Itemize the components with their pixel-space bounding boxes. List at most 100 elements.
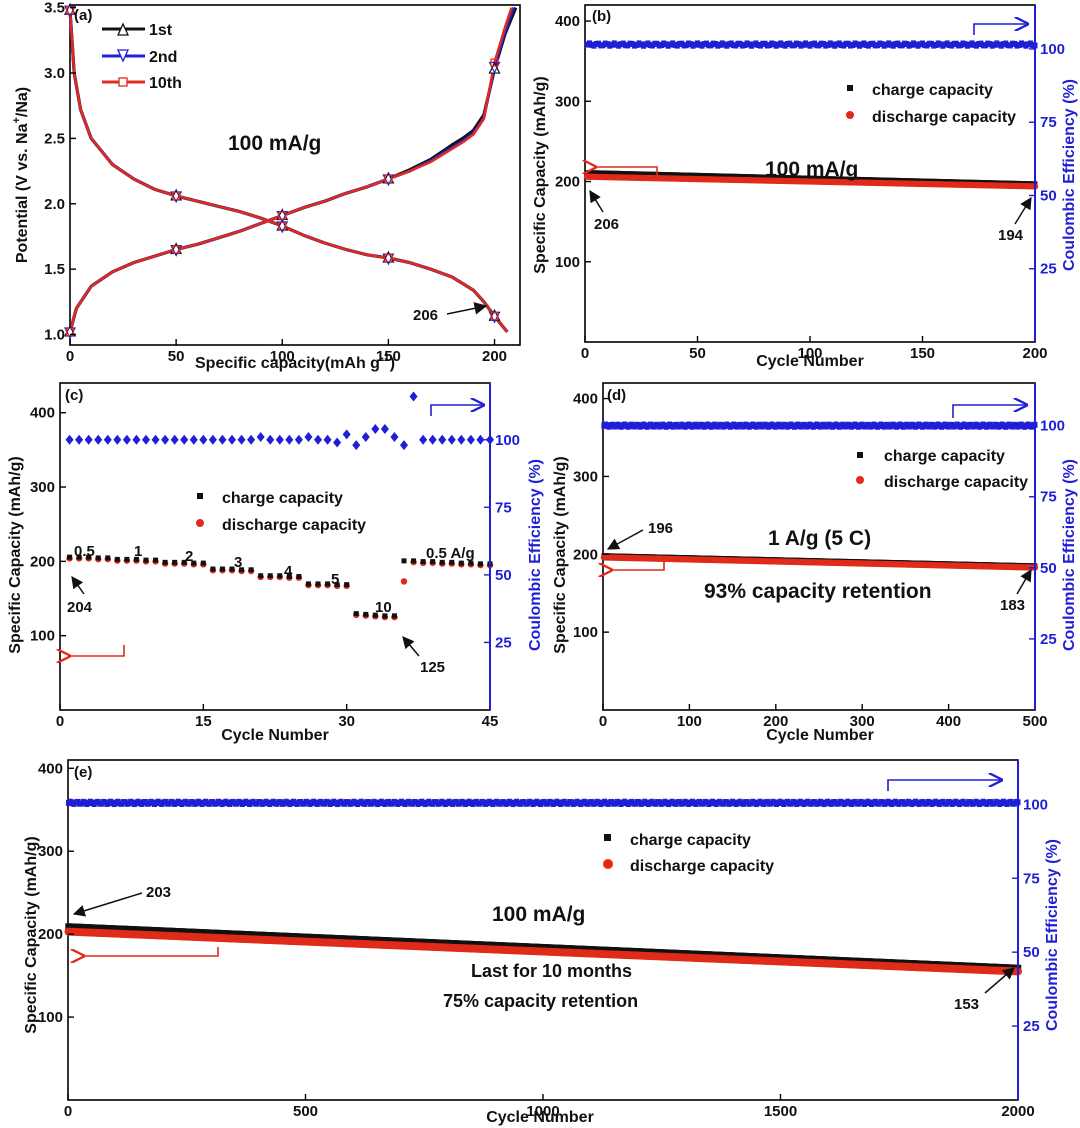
point-ce: [218, 434, 227, 445]
point-charge: [267, 573, 273, 579]
point-charge: [210, 566, 216, 572]
panel-e-ytick-label: 400: [38, 760, 63, 777]
panel-c-y2tick-label: 100: [495, 432, 520, 449]
panel-c-ytick-label: 100: [30, 628, 55, 645]
panel-b-ytick-label: 100: [555, 254, 580, 271]
panel-a-ytick-label: 3.5: [44, 0, 65, 17]
panel-d-y-title: Specific Capacity (mAh/g): [552, 456, 569, 653]
panel-b-xtick-label: 200: [1022, 345, 1047, 362]
point-ce: [457, 434, 466, 445]
panel-d-x-title: Cycle Number: [766, 727, 874, 744]
point-charge: [219, 566, 225, 572]
panel-a-ytick-label: 3.0: [44, 65, 65, 82]
panel-c-min-value: 125: [420, 659, 445, 676]
point-ce: [132, 434, 141, 445]
point-charge: [325, 581, 331, 587]
panel-b-label: (b): [592, 8, 611, 25]
point-ce: [361, 432, 370, 443]
panel-d-y2tick-label: 75: [1040, 489, 1057, 506]
marker-2nd: [488, 61, 501, 74]
panel-e-retention-annotation: 75% capacity retention: [443, 991, 638, 1011]
panel-e-y2tick-label: 75: [1023, 870, 1040, 887]
panel-e-end-value: 153: [954, 996, 979, 1013]
marker-10th: [172, 245, 181, 254]
panel-a-ytick-label: 2.5: [44, 130, 65, 147]
panel-b-ticks: 0 50 100 150 200 100 200 300 400 25 50 75 100: [555, 5, 1065, 362]
panel-e-y2tick-label: 25: [1023, 1018, 1040, 1035]
panel-a-frame: [69, 4, 521, 346]
point-charge: [411, 558, 417, 564]
triangle-down-icon: [116, 49, 130, 63]
point-ce: [94, 434, 103, 445]
rate-label-3: 3: [234, 554, 242, 571]
panel-e: 0 500 1000 1500 2000 100 200 300 400 25 50 75 100 (e…: [23, 759, 1061, 1126]
point-discharge: [400, 578, 408, 585]
panel-e-y2tick-label: 50: [1023, 944, 1040, 961]
panel-d-xtick-label: 400: [936, 713, 961, 730]
panel-a-xtick-label: 150: [376, 348, 401, 365]
point-ce: [228, 434, 236, 445]
legend-discharge-label: discharge capacity: [222, 517, 366, 534]
panel-b-rate-annotation: 100 mA/g: [765, 158, 858, 181]
point-ce: [180, 434, 189, 445]
panel-b-series-group: [584, 40, 1039, 190]
point-ce: [208, 434, 217, 445]
series-10th-charge-curve: [68, 7, 513, 333]
point-ce: [314, 434, 322, 445]
triangle-up-icon: [116, 22, 130, 36]
legend-charge-label: charge capacity: [222, 490, 343, 507]
point-charge: [133, 556, 139, 562]
panel-c-ytick-label: 300: [30, 479, 55, 496]
panel-b-xtick-label: 0: [581, 345, 589, 362]
panel-b-left-axis-arrow: [594, 167, 658, 178]
point-charge: [191, 560, 197, 566]
panel-a-ytick-label: 1.5: [44, 261, 65, 278]
point-ce: [285, 434, 294, 445]
panel-a-label: (a): [74, 7, 92, 24]
panel-c-y-title: Specific Capacity (mAh/g): [7, 456, 24, 653]
panel-a-ytick-label: 1.0: [44, 327, 65, 344]
panel-c-x-title: Cycle Number: [221, 727, 329, 744]
panel-c-xtick-label: 30: [338, 713, 355, 730]
panel-c-y2-title: Coulombic Efficiency (%): [527, 459, 544, 651]
point-ce: [323, 434, 332, 445]
point-ce: [266, 434, 275, 445]
panel-a-y-title-tail: /Na): [14, 87, 31, 117]
point-charge: [430, 559, 436, 565]
panel-e-y2-title: Coulombic Efficiency (%): [1044, 839, 1061, 1031]
panel-a-xtick-label: 50: [168, 348, 185, 365]
panel-d-series-group: [600, 421, 1039, 571]
marker-10th: [490, 58, 499, 67]
panel-b: 0 50 100 150 200 100 200 300 400 25 50 75 100 (b) ch…: [532, 4, 1078, 370]
point-ce: [294, 434, 303, 445]
panel-e-xtick-label: 0: [64, 1103, 72, 1120]
panel-c-xtick-label: 45: [482, 713, 499, 730]
panel-d: 0 100 200 300 400 500 100 200 300 400 25 50 75 100 (d…: [552, 382, 1078, 744]
panel-a-legend: 1st 2nd 10th: [102, 22, 182, 92]
panel-d-ticks: 0 100 200 300 400 500 100 200 300 400 25 50 75 100: [573, 383, 1065, 730]
legend-discharge-label: discharge capacity: [872, 109, 1016, 126]
panel-c-series-group: [65, 391, 494, 621]
point-charge: [372, 612, 378, 618]
panel-b-right-axis-arrow: [973, 24, 1026, 35]
marker-10th: [278, 211, 287, 220]
panel-d-legend: charge capacity discharge capacity: [856, 448, 1028, 491]
point-ce: [304, 432, 313, 443]
legend-discharge-marker: [196, 519, 204, 527]
panel-a-x-title-tail: ): [390, 355, 395, 372]
point-charge: [468, 560, 474, 566]
panel-d-ytick-label: 300: [573, 468, 598, 485]
point-charge: [67, 554, 73, 560]
point-ce: [428, 434, 437, 445]
rate-label-10: 10: [375, 599, 392, 616]
panel-b-end-value: 194: [998, 227, 1024, 244]
point-ce: [409, 391, 418, 402]
point-ce: [400, 440, 408, 451]
panel-d-start-value: 196: [648, 520, 673, 537]
panel-b-y2-title: Coulombic Efficiency (%): [1061, 79, 1078, 271]
panel-d-xtick-label: 500: [1022, 713, 1047, 730]
panel-a-rate-annotation: 100 mA/g: [228, 132, 321, 155]
panel-e-xtick-label: 1000: [526, 1103, 559, 1120]
panel-a-y-title-main: Potential (V vs. Na: [14, 123, 31, 263]
